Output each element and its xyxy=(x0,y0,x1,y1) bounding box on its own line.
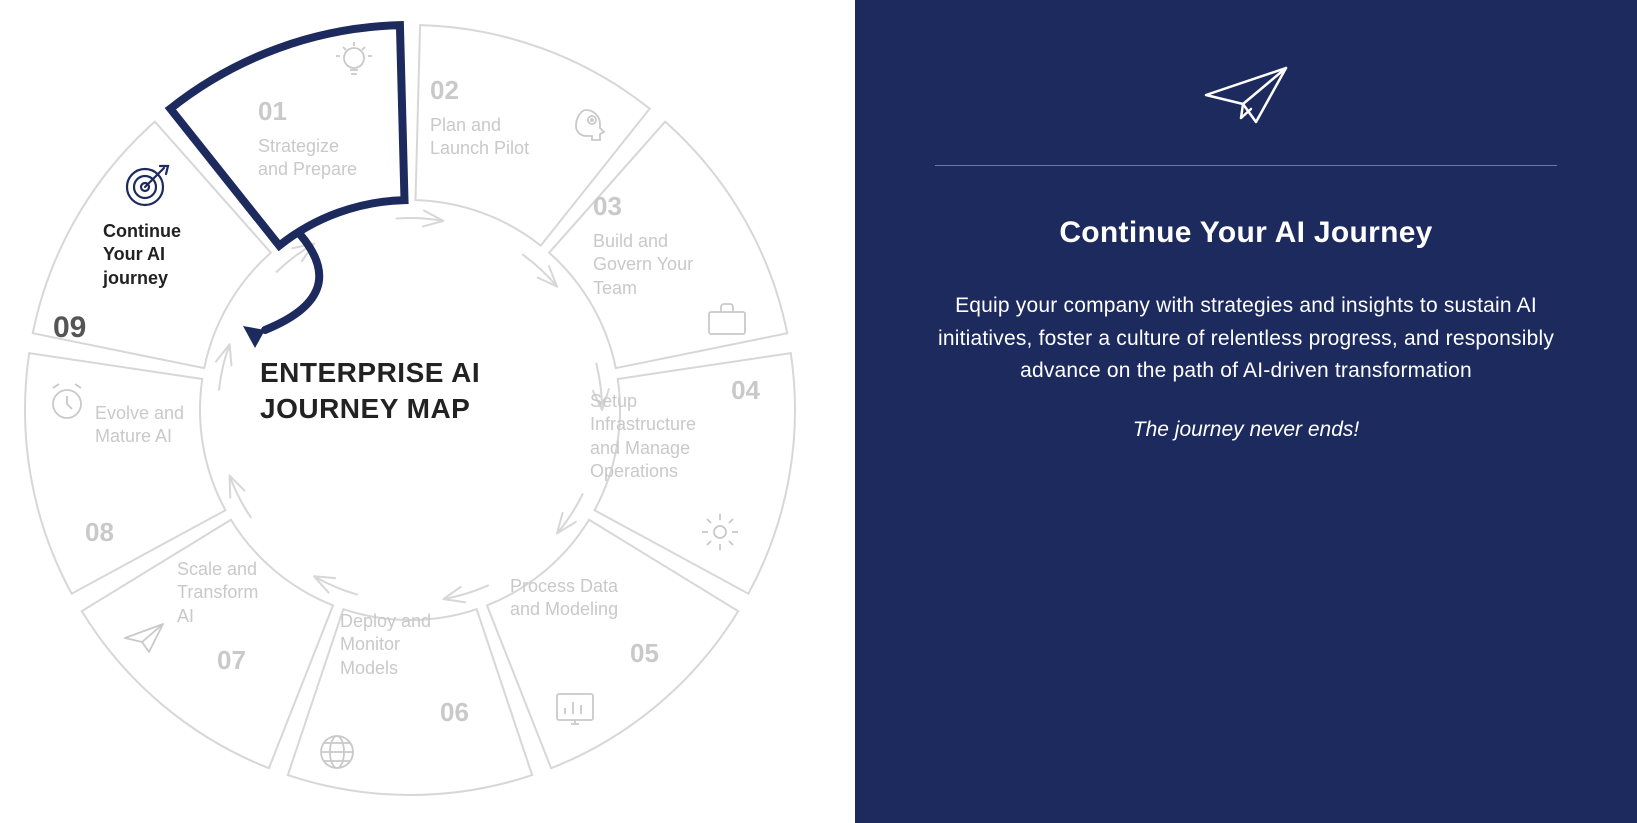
segment-number: 03 xyxy=(593,190,753,224)
segment-title: Evolve andMature AI xyxy=(95,403,184,446)
flow-arrow-icon xyxy=(443,585,488,602)
segment-label-03[interactable]: 03 Build andGovern YourTeam xyxy=(593,190,753,300)
chart-icon xyxy=(553,690,597,735)
flow-arrow-icon xyxy=(230,476,251,518)
segment-title: Deploy andMonitorModels xyxy=(340,611,431,678)
segment-title: Plan andLaunch Pilot xyxy=(430,115,529,158)
segment-number: 05 xyxy=(630,637,659,671)
detail-panel: Continue Your AI Journey Equip your comp… xyxy=(855,0,1637,823)
segment-title: Process Dataand Modeling xyxy=(510,576,618,619)
flow-arrow-icon xyxy=(523,255,557,287)
briefcase-icon xyxy=(705,300,749,343)
segment-06[interactable] xyxy=(82,520,333,768)
flow-arrow-icon xyxy=(216,344,232,390)
flow-arrow-icon xyxy=(397,210,444,226)
page-root: ENTERPRISE AI JOURNEY MAP 01 Strategizean… xyxy=(0,0,1637,823)
active-inner-arrow xyxy=(265,235,319,330)
center-title-line2: JOURNEY MAP xyxy=(260,393,470,424)
detail-title: Continue Your AI Journey xyxy=(1059,216,1432,250)
detail-description: Equip your company with strategies and i… xyxy=(935,290,1557,388)
segment-title: Strategizeand Prepare xyxy=(258,136,357,179)
head-gear-icon xyxy=(570,102,614,151)
segment-label-02[interactable]: 02 Plan andLaunch Pilot xyxy=(430,74,590,161)
segment-number: 01 xyxy=(258,95,418,129)
segment-label-01[interactable]: 01 Strategizeand Prepare xyxy=(258,95,418,182)
detail-divider xyxy=(935,165,1557,166)
segment-number: 09 xyxy=(53,308,263,347)
segment-label-04[interactable]: SetupInfrastructureand ManageOperations0… xyxy=(590,390,750,484)
flow-arrow-icon xyxy=(557,494,582,533)
segment-number: 08 xyxy=(85,516,114,550)
alarm-icon xyxy=(45,380,89,429)
segment-label-05[interactable]: Process Dataand Modeling05 xyxy=(510,575,670,622)
center-title-line1: ENTERPRISE AI xyxy=(260,357,480,388)
detail-tagline: The journey never ends! xyxy=(1133,418,1359,442)
segment-title: ContinueYour AIjourney xyxy=(103,221,181,288)
gear-icon xyxy=(698,510,742,559)
segment-label-07[interactable]: Scale andTransformAI07 xyxy=(177,558,337,628)
segment-title: Scale andTransformAI xyxy=(177,559,258,626)
segment-number: 04 xyxy=(731,374,760,408)
globe-icon xyxy=(315,730,359,779)
segment-number: 06 xyxy=(440,696,469,730)
segment-title: Build andGovern YourTeam xyxy=(593,231,693,298)
paper-plane-icon xyxy=(1201,60,1291,130)
target-icon xyxy=(122,160,172,215)
diagram-center-title: ENTERPRISE AI JOURNEY MAP xyxy=(260,355,570,428)
diagram-panel: ENTERPRISE AI JOURNEY MAP 01 Strategizean… xyxy=(0,0,855,823)
segment-label-06[interactable]: Deploy andMonitorModels06 xyxy=(340,610,500,680)
lightbulb-icon xyxy=(332,38,376,87)
paper-plane-icon xyxy=(122,620,166,661)
journey-diagram: ENTERPRISE AI JOURNEY MAP 01 Strategizean… xyxy=(10,10,810,810)
detail-panel-icon xyxy=(1201,60,1291,135)
segment-title: SetupInfrastructureand ManageOperations xyxy=(590,391,696,481)
segment-number: 02 xyxy=(430,74,590,108)
segment-label-08[interactable]: Evolve andMature AI08 xyxy=(95,402,255,449)
segment-label-09[interactable]: ContinueYour AIjourney09 xyxy=(103,220,263,347)
segment-number: 07 xyxy=(217,644,246,678)
